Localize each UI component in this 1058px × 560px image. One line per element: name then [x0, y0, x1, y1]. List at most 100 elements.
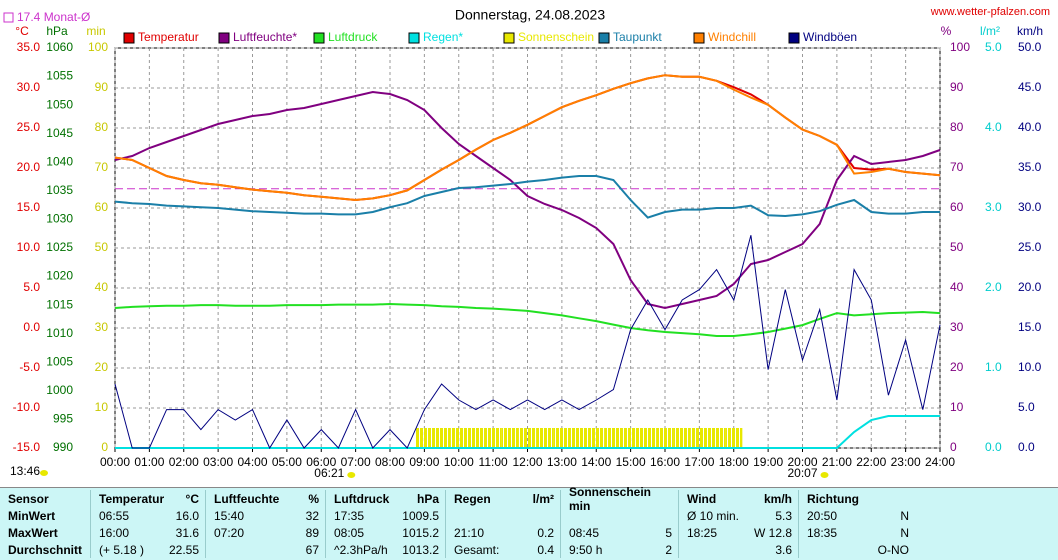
y-tick-label: 60 [950, 200, 964, 214]
sunshine-bar [415, 428, 433, 448]
y-tick-label: -10.0 [13, 400, 41, 414]
y-tick-label: 30 [950, 320, 964, 334]
y-tick-label: 40 [950, 280, 964, 294]
x-tick-label: 14:00 [581, 455, 611, 469]
sunshine-bar [639, 428, 657, 448]
axis-unit: °C [15, 24, 29, 38]
chart: Donnerstag, 24.08.2023 www.wetter-pfalze… [3, 6, 1050, 480]
header-text: Luftfeuchte [214, 491, 280, 506]
x-tick-label: 10:00 [444, 455, 474, 469]
row-label-text: Durchschnitt [8, 542, 83, 557]
cell-text: 9:50 h [569, 542, 603, 557]
sunshine-bar [536, 428, 554, 448]
sun-icon [820, 472, 829, 478]
table-cell: 15:40 32 [205, 507, 325, 524]
row-label-text: MaxWert [8, 525, 58, 540]
legend-label: Sonnenschein [518, 30, 594, 44]
cell-text: 08:05 [334, 525, 365, 540]
y-tick-label: 20.0 [1018, 280, 1042, 294]
cell-text: 07:20 [214, 525, 245, 540]
sunshine-bar [450, 428, 468, 448]
x-tick-label: 02:00 [169, 455, 199, 469]
y-tick-label: 0 [950, 440, 957, 454]
y-tick-label: 1010 [46, 326, 73, 340]
header-cell: Luftfeuchte% [205, 490, 325, 507]
x-tick-label: 17:00 [684, 455, 714, 469]
header-text: Sensor [8, 491, 49, 506]
legend-key [313, 32, 325, 44]
cell-text: 1013.2 [402, 542, 439, 557]
y-tick-label: 1055 [46, 69, 73, 83]
header-text: hPa [416, 491, 439, 506]
table-cell: 06:55 16.0 [90, 507, 205, 524]
y-tick-label: -15.0 [13, 440, 41, 454]
x-tick-label: 07:00 [341, 455, 371, 469]
cell-text: 18:25 [687, 525, 718, 540]
x-tick-label: 23:00 [891, 455, 921, 469]
y-tick-label: 10 [95, 400, 109, 414]
sunrise-label: 06:21 [314, 466, 344, 480]
cell-text: 21:10 [454, 525, 485, 540]
legend-key [598, 32, 610, 44]
cell-text: 16.0 [175, 508, 199, 523]
cell-text: 06:55 [99, 508, 130, 523]
table-cell: 9:50 h 2 [560, 541, 678, 558]
y-tick-label: -5.0 [19, 360, 40, 374]
x-tick-label: 11:00 [479, 455, 508, 469]
y-tick-label: 3.0 [985, 200, 1002, 214]
monthly-mean-label: 17.4 Monat-Ø [17, 10, 90, 24]
cell-text: 18:35 [807, 525, 838, 540]
y-tick-label: 1040 [46, 154, 73, 168]
table-cell: Ø 10 min. 5.3 [678, 507, 798, 524]
header-text: Wind [687, 491, 717, 506]
cell-text: 89 [305, 525, 319, 540]
x-tick-label: 13:00 [547, 455, 577, 469]
y-tick-label: 0.0 [23, 320, 40, 334]
axis-unit: km/h [1017, 24, 1043, 38]
sun-icon [347, 472, 356, 478]
cell-text: 2 [665, 542, 672, 557]
y-tick-label: 30 [95, 320, 109, 334]
cell-text: 1009.5 [402, 508, 439, 523]
x-tick-label: 09:00 [409, 455, 439, 469]
cell-text: 08:45 [569, 525, 600, 540]
legend-label: Windchill [708, 30, 756, 44]
cell-text: 20:50 [807, 508, 838, 523]
table-cell: (+ 5.18 ) 22.55 [90, 541, 205, 558]
updated: 13:46 [10, 464, 40, 478]
y-tick-label: 90 [950, 80, 964, 94]
sunshine-bar [725, 428, 743, 448]
y-tick-label: 1050 [46, 97, 73, 111]
legend-label: Windböen [803, 30, 857, 44]
cell-text: 5 [665, 525, 672, 540]
series-line [114, 302, 941, 337]
cell-text: ^2.3hPa/h [334, 542, 388, 557]
y-tick-label: 20 [950, 360, 964, 374]
table-cell: 21:10 0.2 [445, 524, 560, 541]
x-tick-label: 01:00 [134, 455, 164, 469]
y-tick-label: 1015 [46, 297, 73, 311]
header-text: Richtung [807, 491, 859, 506]
y-tick-label: 1020 [46, 269, 73, 283]
header-cell: Regen l/m² [445, 490, 560, 507]
y-tick-label: 1035 [46, 183, 73, 197]
y-tick-label: 10.0 [17, 240, 41, 254]
header-text: l/m² [532, 491, 554, 506]
legend-key [123, 32, 135, 44]
cell-text: 17:35 [334, 508, 365, 523]
y-tick-label: 995 [53, 412, 73, 426]
y-tick-label: 15.0 [17, 200, 41, 214]
y-tick-label: 50.0 [1018, 40, 1042, 54]
header-text: °C [185, 491, 199, 506]
y-tick-label: 35.0 [17, 40, 41, 54]
y-tick-label: 50 [950, 240, 964, 254]
legend-key [218, 32, 230, 44]
y-tick-label: 1000 [46, 383, 73, 397]
x-tick-label: 12:00 [512, 455, 542, 469]
row-label: Durchschnitt [0, 541, 90, 558]
row-label-text: MinWert [8, 508, 56, 523]
table-row: MinWert 06:55 16.0 15:40 32 17:35 1009.5 Ø 10 m… [0, 507, 1058, 524]
sunshine-bar [707, 428, 726, 448]
sunshine-bar [622, 428, 640, 448]
y-tick-label: 50 [95, 240, 109, 254]
